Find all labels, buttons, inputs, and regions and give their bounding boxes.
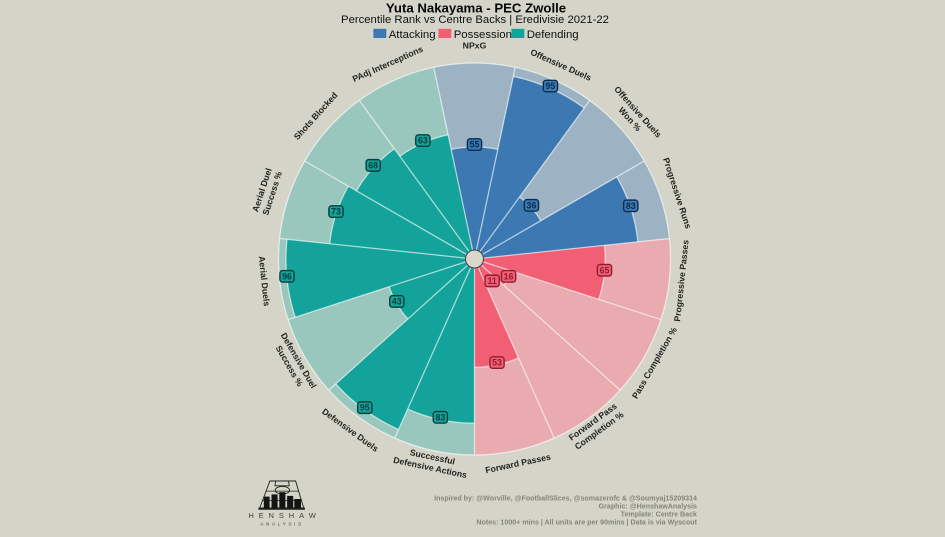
svg-text:Inspired by: @Worville, @Footb: Inspired by: @Worville, @FootballSlices,… bbox=[434, 494, 697, 502]
svg-text:Percentile Rank vs Centre Back: Percentile Rank vs Centre Backs | Erediv… bbox=[341, 14, 609, 26]
svg-text:63: 63 bbox=[418, 136, 428, 146]
svg-text:Template: Centre Back: Template: Centre Back bbox=[621, 510, 697, 518]
svg-text:43: 43 bbox=[392, 297, 402, 307]
svg-text:Defending: Defending bbox=[527, 29, 579, 41]
svg-text:Yuta Nakayama - PEC Zwolle: Yuta Nakayama - PEC Zwolle bbox=[386, 1, 566, 16]
svg-text:83: 83 bbox=[435, 412, 445, 422]
svg-text:Notes: 1000+ mins | All units: Notes: 1000+ mins | All units are per 90… bbox=[476, 518, 697, 526]
svg-text:53: 53 bbox=[492, 358, 502, 368]
svg-text:HENSHAW: HENSHAW bbox=[248, 511, 320, 520]
svg-text:36: 36 bbox=[527, 200, 537, 210]
svg-text:55: 55 bbox=[470, 140, 480, 150]
svg-text:Possession: Possession bbox=[454, 29, 512, 41]
svg-text:Attacking: Attacking bbox=[389, 29, 436, 41]
svg-text:65: 65 bbox=[600, 265, 610, 275]
svg-text:96: 96 bbox=[282, 271, 292, 281]
svg-text:ANALYSIS: ANALYSIS bbox=[260, 522, 303, 527]
svg-text:83: 83 bbox=[626, 201, 636, 211]
svg-text:73: 73 bbox=[331, 207, 341, 217]
svg-text:Graphic: @HenshawAnalysis: Graphic: @HenshawAnalysis bbox=[599, 502, 697, 510]
svg-text:16: 16 bbox=[504, 271, 514, 281]
svg-text:95: 95 bbox=[360, 403, 370, 413]
svg-text:68: 68 bbox=[368, 160, 378, 170]
svg-text:11: 11 bbox=[487, 276, 496, 286]
svg-text:95: 95 bbox=[546, 81, 556, 91]
svg-text:NPxG: NPxG bbox=[463, 40, 487, 50]
